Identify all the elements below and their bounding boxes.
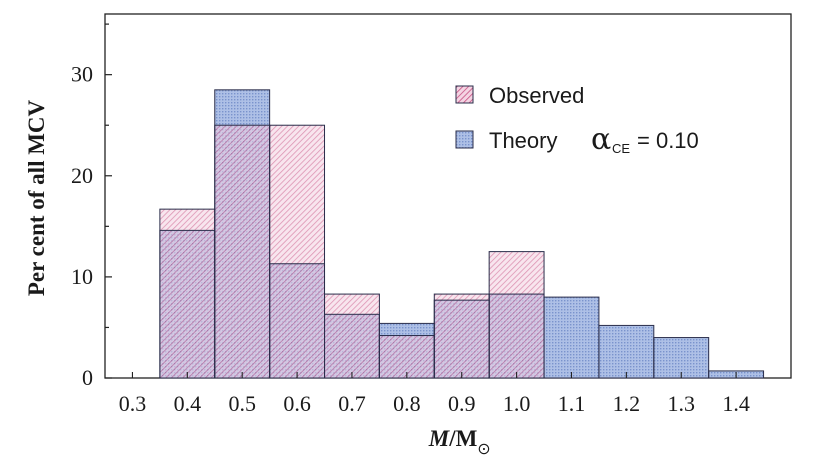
legend-label-observed: Observed xyxy=(489,83,584,108)
legend-label-theory: Theory xyxy=(489,128,557,153)
theory-bar xyxy=(653,337,709,378)
x-tick-label: 0.7 xyxy=(338,391,366,416)
observed-bar xyxy=(214,125,270,378)
x-tick-label: 1.1 xyxy=(558,391,586,416)
x-tick-label: 0.5 xyxy=(228,391,256,416)
x-tick-label: 0.6 xyxy=(283,391,311,416)
x-tick-label: 0.8 xyxy=(393,391,421,416)
legend-alpha-symbol: α xyxy=(591,122,611,157)
observed-bar xyxy=(379,335,435,378)
observed-bar xyxy=(434,294,490,378)
observed-bar xyxy=(159,209,215,378)
y-tick-label: 20 xyxy=(71,163,93,188)
y-tick-label: 30 xyxy=(71,62,93,87)
y-tick-label: 10 xyxy=(71,264,93,289)
x-tick-label: 0.3 xyxy=(119,391,147,416)
legend-swatch-observed xyxy=(455,85,474,104)
x-tick-label: 1.2 xyxy=(613,391,641,416)
x-tick-label: 0.4 xyxy=(174,391,202,416)
theory-bar xyxy=(598,325,654,378)
x-tick-label: 0.9 xyxy=(448,391,476,416)
x-tick-label: 1.0 xyxy=(503,391,531,416)
y-tick-label: 0 xyxy=(82,365,93,390)
x-axis-title: M/M⊙ xyxy=(428,426,491,458)
legend-alpha-subscript: CE xyxy=(612,141,630,156)
y-axis-title: Per cent of all MCV xyxy=(24,99,49,296)
observed-bar xyxy=(269,125,325,378)
x-tick-label: 1.3 xyxy=(667,391,695,416)
legend-alpha-value: = 0.10 xyxy=(637,128,699,153)
observed-bar xyxy=(489,251,545,378)
x-tick-label: 1.4 xyxy=(722,391,750,416)
theory-bar xyxy=(544,297,599,378)
observed-bar xyxy=(324,294,380,378)
legend-swatch-theory xyxy=(455,130,474,149)
